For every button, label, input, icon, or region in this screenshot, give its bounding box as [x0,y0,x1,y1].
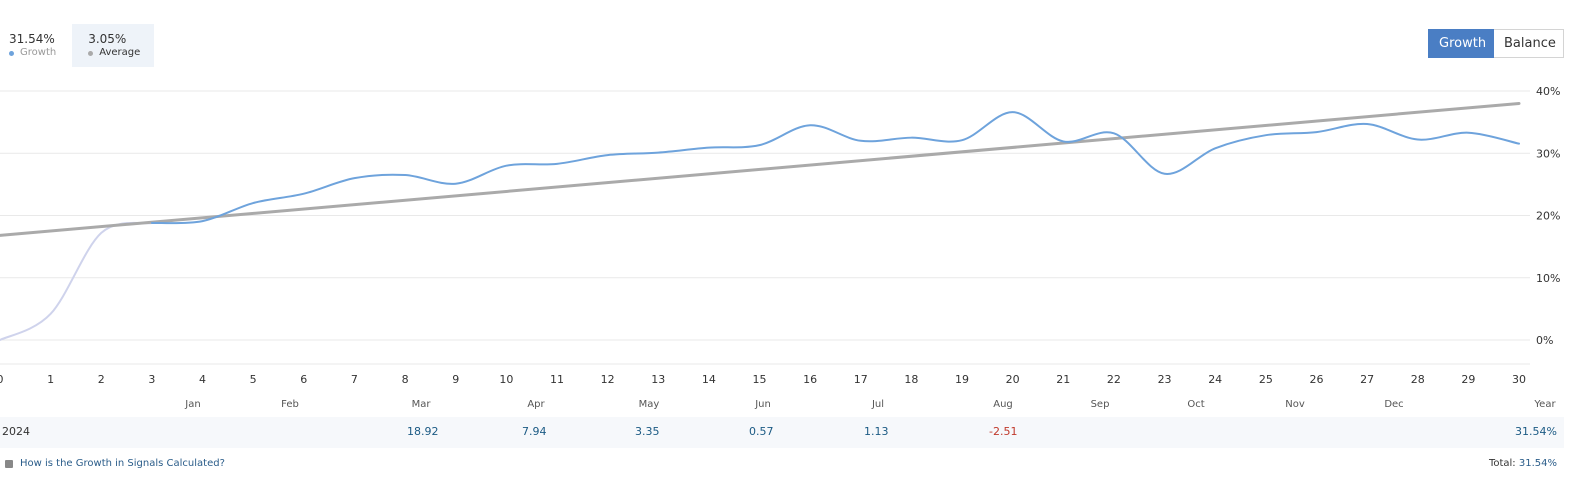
series-line-average [0,101,1521,237]
x-tick-label: 8 [402,373,409,386]
year-total-value: 31.54% [1515,425,1557,438]
y-tick-label: 40% [1536,85,1560,98]
x-tick-label: 12 [601,373,615,386]
y-tick-label: 10% [1536,272,1560,285]
x-tick-label: 14 [702,373,716,386]
x-tick-label: 23 [1158,373,1172,386]
month-labels: Jan Feb Mar Apr May Jun Jul Aug Sep Oct Nov Dec Year [184,399,1556,410]
growth-chart: 0%10%20%30%40% 0123456789101112131415161… [0,85,1560,410]
series-line-growth-early [0,221,153,341]
x-tick-label: 3 [148,373,155,386]
x-tick-label: 24 [1208,373,1222,386]
month-label-jul: Jul [871,399,884,410]
month-label-feb: Feb [281,399,299,410]
month-label-apr: Apr [527,399,545,410]
year-label: 2024 [2,425,30,438]
year-value-mar: 18.92 [407,425,439,438]
month-label-jan: Jan [184,399,200,410]
help-book-icon [5,460,13,468]
legend-growth-label: Growth [20,47,57,58]
chart-grid [0,90,1530,365]
x-tick-label: 26 [1309,373,1323,386]
legend-growth-value: 31.54% [9,32,55,46]
x-tick-label: 28 [1411,373,1425,386]
x-axis-ticks: 0123456789101112131415161718192021222324… [0,373,1526,386]
month-label-oct: Oct [1187,399,1204,410]
year-value-jul: 1.13 [864,425,889,438]
y-tick-label: 20% [1536,210,1560,223]
x-tick-label: 22 [1107,373,1121,386]
x-tick-label: 18 [904,373,918,386]
series-line-growth [150,111,1520,225]
chart-mode-toggle: Growth Balance [1428,29,1564,58]
x-tick-label: 29 [1461,373,1475,386]
chart-lines [0,101,1521,341]
x-tick-label: 19 [955,373,969,386]
x-tick-label: 15 [753,373,767,386]
x-tick-label: 0 [0,373,4,386]
x-tick-label: 17 [854,373,868,386]
year-value-aug: -2.51 [989,425,1018,438]
month-label-year: Year [1533,399,1556,410]
x-tick-label: 4 [199,373,206,386]
x-tick-label: 2 [98,373,105,386]
growth-help-link[interactable]: How is the Growth in Signals Calculated? [20,458,225,469]
total-value: 31.54% [1518,458,1557,469]
x-tick-label: 30 [1512,373,1526,386]
month-label-dec: Dec [1384,399,1403,410]
x-tick-label: 20 [1006,373,1020,386]
x-tick-label: 11 [550,373,564,386]
x-tick-label: 9 [452,373,459,386]
year-value-jun: 0.57 [749,425,774,438]
month-label-sep: Sep [1091,399,1110,410]
x-tick-label: 27 [1360,373,1374,386]
month-label-nov: Nov [1285,399,1305,410]
year-value-apr: 7.94 [522,425,547,438]
legend-item-growth[interactable]: 31.54% Growth [0,24,66,67]
legend-growth-dot-icon [9,50,14,56]
legend-item-average[interactable]: 3.05% Average [72,24,155,67]
x-tick-label: 16 [803,373,817,386]
x-tick-label: 5 [250,373,257,386]
legend-average-value: 3.05% [88,32,127,46]
y-tick-label: 30% [1536,147,1560,160]
y-tick-label: 0% [1536,334,1553,347]
x-tick-label: 1 [47,373,54,386]
total-label: Total: [1488,458,1516,469]
x-tick-label: 13 [651,373,665,386]
y-axis-ticks: 0% 10% 20% 30% 40% [1536,85,1560,347]
chart-legend: 31.54% Growth 3.05% Average [0,24,155,67]
month-label-aug: Aug [993,399,1013,410]
x-tick-label: 21 [1056,373,1070,386]
growth-button[interactable]: Growth [1428,29,1494,58]
x-tick-label: 10 [499,373,513,386]
year-value-may: 3.35 [635,425,660,438]
x-tick-label: 25 [1259,373,1273,386]
month-label-may: May [639,399,660,410]
x-tick-label: 7 [351,373,358,386]
footer-row: How is the Growth in Signals Calculated?… [0,458,1564,474]
total-summary: Total: 31.54% [1489,458,1557,469]
legend-average-dot-icon [88,50,94,56]
month-label-jun: Jun [754,399,771,410]
year-returns-row: 2024 18.92 7.94 3.35 0.57 1.13 -2.51 31.54% [0,417,1564,448]
month-label-mar: Mar [412,399,432,410]
balance-button[interactable]: Balance [1494,29,1564,58]
legend-average-label: Average [99,47,141,58]
x-tick-label: 6 [300,373,307,386]
